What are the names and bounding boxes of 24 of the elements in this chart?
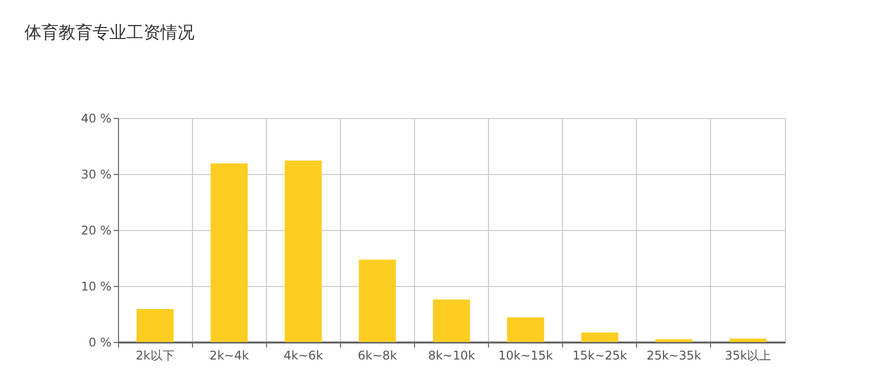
x-tick-label: 35k以上: [724, 348, 772, 362]
bar: [284, 160, 322, 342]
y-tick-label: 30 %: [81, 168, 112, 182]
x-tick-label: 15k~25k: [572, 348, 628, 362]
bar: [507, 317, 544, 342]
bar: [655, 339, 692, 342]
bar: [729, 338, 766, 342]
x-tick-label: 25k~35k: [646, 348, 702, 362]
x-tick-label: 2k以下: [136, 348, 174, 362]
bar: [358, 260, 396, 342]
bar: [136, 308, 174, 342]
y-tick-label: 40 %: [81, 112, 112, 126]
x-tick-label: 6k~8k: [358, 348, 398, 362]
x-tick-label: 4k~6k: [284, 348, 323, 362]
x-tick-label: 8k~10k: [428, 348, 475, 362]
bar: [210, 163, 248, 342]
chart-title: 体育教育专业工资情况: [24, 23, 195, 43]
y-tick-label: 20 %: [81, 224, 112, 238]
bar: [432, 299, 470, 342]
x-tick-label: 10k~15k: [498, 348, 553, 362]
x-tick-label: 2k~4k: [210, 348, 249, 362]
bar: [581, 332, 618, 342]
y-tick-label: 10 %: [81, 280, 112, 294]
y-tick-label: 0 %: [88, 336, 112, 350]
